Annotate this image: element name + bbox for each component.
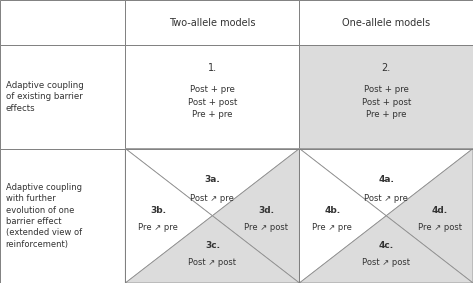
- Text: Pre ↗ pre: Pre ↗ pre: [139, 223, 178, 232]
- Bar: [0, 0, 125, 45]
- Text: 4c.: 4c.: [379, 241, 394, 250]
- Text: Post ↗ pre: Post ↗ pre: [191, 194, 234, 203]
- Polygon shape: [125, 149, 299, 216]
- Bar: [299, 149, 473, 283]
- Text: Post + pre
Post + post
Pre + pre: Post + pre Post + post Pre + pre: [361, 85, 411, 119]
- Bar: [0, 45, 125, 149]
- Text: 3b.: 3b.: [150, 206, 166, 215]
- Text: One-allele models: One-allele models: [342, 18, 430, 28]
- Polygon shape: [299, 149, 386, 283]
- Polygon shape: [299, 216, 473, 283]
- Text: 3c.: 3c.: [205, 241, 220, 250]
- Text: 4d.: 4d.: [432, 206, 448, 215]
- Polygon shape: [125, 216, 299, 283]
- Text: Pre ↗ post: Pre ↗ post: [418, 223, 462, 232]
- Text: 3a.: 3a.: [204, 175, 220, 184]
- Text: Post + pre
Post + post
Pre + pre: Post + pre Post + post Pre + pre: [188, 85, 237, 119]
- Bar: [125, 0, 299, 45]
- Text: 4a.: 4a.: [378, 175, 394, 184]
- Text: 1.: 1.: [208, 63, 217, 73]
- Bar: [125, 45, 299, 149]
- Bar: [299, 45, 473, 149]
- Text: Post ↗ pre: Post ↗ pre: [364, 194, 408, 203]
- Polygon shape: [212, 149, 299, 283]
- Text: Adaptive coupling
of existing barrier
effects: Adaptive coupling of existing barrier ef…: [6, 81, 83, 113]
- Bar: [299, 0, 473, 45]
- Bar: [125, 149, 299, 283]
- Text: 3d.: 3d.: [258, 206, 274, 215]
- Text: Pre ↗ post: Pre ↗ post: [245, 223, 289, 232]
- Polygon shape: [299, 149, 473, 216]
- Polygon shape: [386, 149, 473, 283]
- Text: Post ↗ post: Post ↗ post: [362, 258, 410, 267]
- Text: Adaptive coupling
with further
evolution of one
barrier effect
(extended view of: Adaptive coupling with further evolution…: [6, 183, 82, 249]
- Text: Two-allele models: Two-allele models: [169, 18, 255, 28]
- Text: 4b.: 4b.: [324, 206, 341, 215]
- Bar: [0, 149, 125, 283]
- Text: Post ↗ post: Post ↗ post: [188, 258, 236, 267]
- Polygon shape: [125, 149, 212, 283]
- Text: 2.: 2.: [382, 63, 391, 73]
- Text: Pre ↗ pre: Pre ↗ pre: [313, 223, 352, 232]
